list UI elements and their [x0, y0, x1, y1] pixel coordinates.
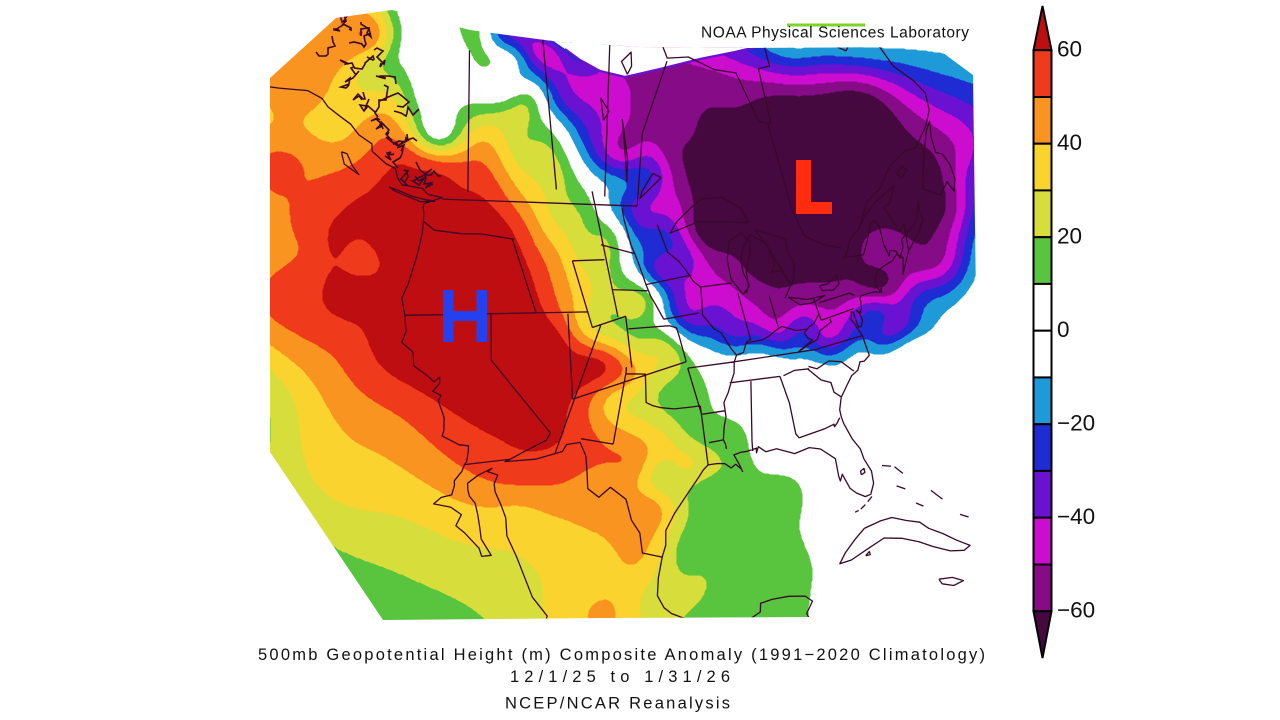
svg-text:40: 40	[1057, 130, 1082, 155]
svg-text:−60: −60	[1057, 598, 1095, 623]
svg-text:12/1/25 to 1/31/26: 12/1/25 to 1/31/26	[510, 668, 730, 686]
svg-text:500mb Geopotential Height (m): 500mb Geopotential Height (m) Composite …	[258, 646, 985, 664]
svg-text:NCEP/NCAR Reanalysis: NCEP/NCAR Reanalysis	[505, 695, 730, 713]
svg-text:20: 20	[1057, 224, 1082, 249]
svg-text:0: 0	[1057, 317, 1070, 342]
svg-text:−20: −20	[1057, 411, 1095, 436]
svg-text:−40: −40	[1057, 504, 1095, 529]
svg-text:NOAA Physical Sciences Laborat: NOAA Physical Sciences Laboratory	[701, 25, 969, 42]
svg-text:60: 60	[1057, 37, 1082, 62]
